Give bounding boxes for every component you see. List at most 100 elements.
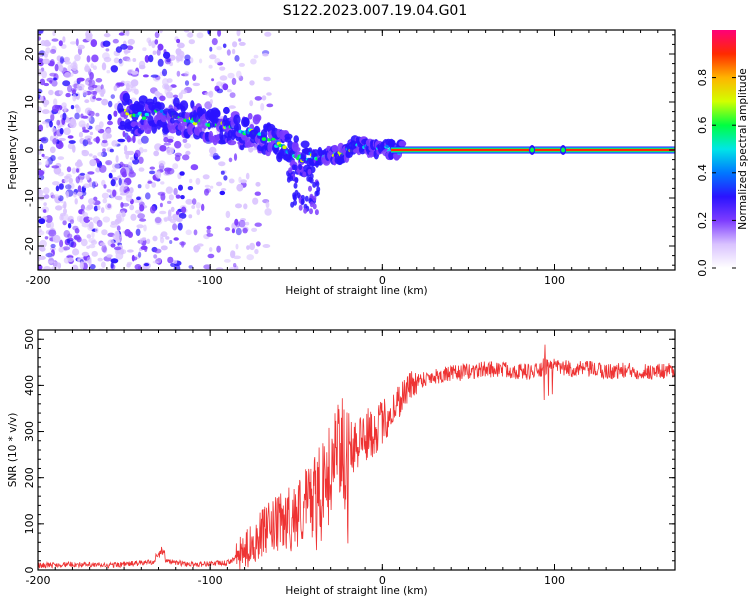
snr-y-tick-label: 400 [23,375,36,396]
spectrogram-speckle [81,222,90,228]
spectrogram-speckle [111,140,118,147]
spectrogram-speckle [141,135,149,144]
spectrogram-speckle [125,191,133,198]
spectrogram-speckle [203,264,212,270]
spectrogram-speckle [63,56,70,63]
spectrogram-speckle [119,186,125,194]
spectrogram-speckle [209,46,213,52]
spectrogram-speckle [164,169,171,175]
spectrogram-speckle [202,174,210,180]
spectrogram-dip [314,190,319,197]
spectrogram-ridge-halo [187,125,195,136]
spectrogram-x-tick-label: 0 [379,274,386,287]
spectrogram-speckle [101,98,109,106]
spectrogram-speckle [87,141,93,145]
spectrogram-ridge-halo [243,117,250,127]
spectrogram-speckle [205,188,211,194]
spectrogram-speckle [139,204,145,212]
spectrogram-ridge-halo [117,102,124,114]
spectrogram-speckle [50,49,57,54]
spectrogram-speckle [95,136,100,144]
spectrogram-speckle [46,222,51,228]
spectrogram-speckle [94,227,99,233]
spectrogram-speckle [182,154,190,161]
spectrogram-speckle [92,65,97,70]
spectrogram-speckle [233,255,241,260]
figure-title: S122.2023.007.19.04.G01 [283,3,468,19]
spectrogram-speckle [266,92,272,96]
spectrogram-speckle [220,170,225,175]
spectrogram-speckle [38,218,46,225]
spectrogram-speckle [91,54,99,63]
spectrogram-speckle [38,230,45,236]
spectrogram-speckle [161,68,168,77]
spectrogram-speckle [58,40,63,47]
spectrogram-speckle [98,121,104,129]
spectrogram-speckle [101,261,106,269]
spectrogram-speckle [236,183,244,192]
spectrogram-y-tick-label: -20 [23,237,36,255]
spectrogram-speckle [230,250,236,259]
spectrogram-speckle [136,224,144,229]
spectrogram-speckle [38,53,42,58]
spectrogram-speckle [55,185,60,192]
spectrogram-speckle [156,48,161,56]
spectrogram-speckle [196,209,201,216]
snr-y-tick-label: 300 [23,421,36,442]
spectrogram-speckle [63,257,70,264]
spectrogram-speckle [252,147,257,151]
spectrogram-speckle [209,99,213,105]
spectrogram-speckle [137,213,146,219]
spectrogram-speckle [160,181,165,185]
spectrogram-speckle [59,56,65,64]
spectrogram-speckle [76,236,82,243]
spectrogram-speckle [261,95,267,101]
spectrogram-ridge-halo [205,131,210,137]
spectrogram-speckle [185,150,191,156]
spectrogram-speckle [217,30,222,37]
spectrogram-speckle [59,239,64,248]
colorbar-label: Normalized spectral amplitude [737,68,749,229]
spectrogram-speckle [216,46,222,51]
spectrogram-speckle [183,59,191,66]
spectrogram-speckle [45,160,49,166]
spectrogram-speckle [206,228,211,234]
spectrogram-speckle [87,116,92,122]
spectrogram-speckle [264,31,272,37]
snr-x-tick-label: -100 [198,574,223,587]
spectrogram-speckle [42,121,47,125]
spectrogram-speckle [87,138,91,143]
spectrogram-speckle [236,30,241,37]
spectrogram-speckle [262,244,271,248]
colorbar-tick-label: 0.2 [696,212,709,230]
spectrogram-speckle [254,191,261,196]
spectrogram-speckle [59,214,64,221]
spectrogram-speckle [95,97,102,101]
spectrogram-speckle [113,246,122,251]
spectrogram-speckle [92,181,96,189]
spectrogram-speckle [154,170,161,178]
spectrogram-speckle [45,121,50,128]
spectrogram-speckle [179,50,185,59]
spectrogram-speckle [105,128,112,134]
spectrogram-speckle [246,254,254,261]
spectrogram-speckle [102,198,108,204]
spectrogram-speckle [175,210,180,215]
spectrogram-speckle [48,89,54,96]
spectrogram-speckle [121,202,130,207]
spectrogram-speckle [72,145,76,153]
spectrogram-speckle [204,184,211,188]
spectrogram-ridge-core [141,116,147,120]
spectrogram-speckle [50,246,56,251]
spectrogram-speckle [130,79,139,87]
spectrogram-speckle [138,251,142,258]
spectrogram-speckle [254,222,262,227]
spectrogram-speckle [127,38,135,45]
spectrogram-speckle [49,72,57,77]
spectrogram-dip [315,181,320,187]
spectrogram-speckle [207,253,215,259]
colorbar-tick-label: 0.0 [696,259,709,277]
spectrogram-speckle [76,215,83,222]
spectrogram-speckle [42,58,50,65]
spectrogram-speckle [118,177,122,186]
